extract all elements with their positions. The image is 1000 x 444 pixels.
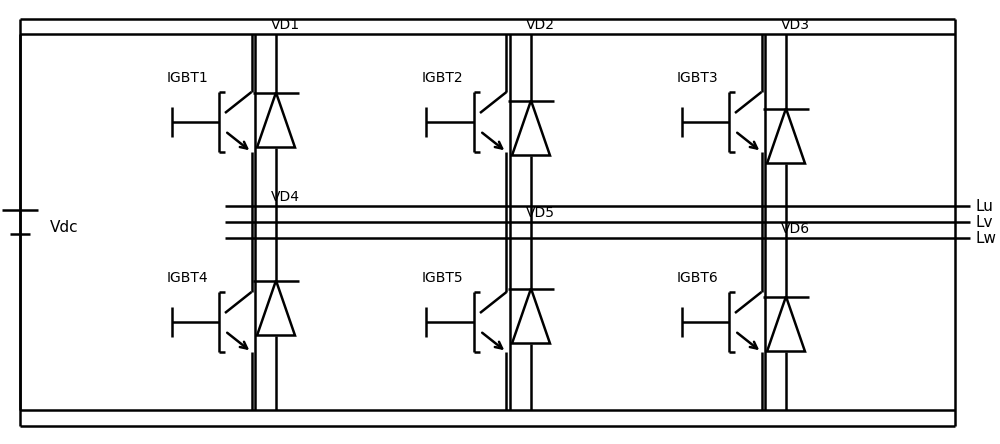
Text: Lv: Lv: [975, 214, 993, 230]
Text: IGBT2: IGBT2: [421, 71, 463, 84]
Text: IGBT1: IGBT1: [166, 71, 208, 84]
Text: VD4: VD4: [271, 190, 300, 204]
Text: VD1: VD1: [271, 18, 300, 32]
Text: Vdc: Vdc: [50, 219, 79, 234]
Text: VD5: VD5: [526, 206, 555, 220]
Text: IGBT6: IGBT6: [676, 270, 718, 285]
Text: IGBT4: IGBT4: [166, 270, 208, 285]
Text: IGBT3: IGBT3: [676, 71, 718, 84]
Text: VD3: VD3: [781, 18, 810, 32]
Text: VD2: VD2: [526, 18, 555, 32]
Text: IGBT5: IGBT5: [421, 270, 463, 285]
Text: Lu: Lu: [975, 198, 993, 214]
Text: VD6: VD6: [781, 222, 810, 236]
Text: Lw: Lw: [975, 230, 996, 246]
